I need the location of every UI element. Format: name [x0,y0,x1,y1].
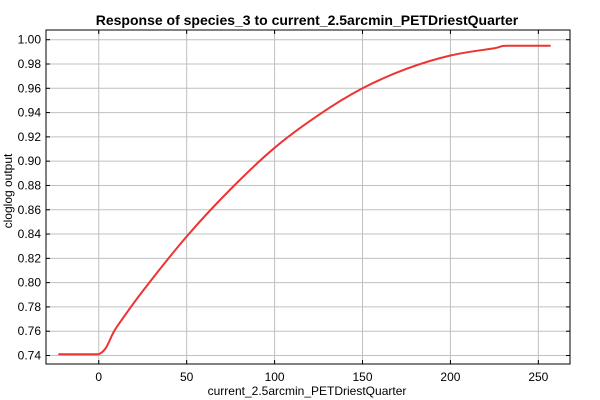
y-axis-label: cloglog output [1,153,15,228]
x-tick-label: 50 [180,370,194,384]
y-tick-label: 0.84 [18,227,42,241]
axis-ticks: 0 50 100 150 200 250 0.74 0.76 0.78 0.80 0.82 0.84 0… [18,30,570,384]
y-tick-label: 0.86 [18,203,42,217]
response-curve [58,44,551,356]
x-axis-label: current_2.5arcmin_PETDriestQuarter [208,384,407,398]
x-tick-label: 250 [528,370,548,384]
y-tick-label: 0.90 [18,154,42,168]
y-tick-label: 0.94 [18,106,42,120]
y-tick-label: 0.98 [18,57,42,71]
y-tick-label: 0.92 [18,130,42,144]
y-tick-label: 0.88 [18,178,42,192]
x-tick-label: 0 [95,370,102,384]
y-tick-label: 0.96 [18,81,42,95]
y-tick-label: 0.82 [18,251,42,265]
x-tick-label: 200 [440,370,460,384]
y-tick-label: 0.74 [18,348,42,362]
curve-layer [58,44,551,356]
x-tick-label: 150 [352,370,372,384]
y-tick-label: 0.80 [18,276,42,290]
chart-title: Response of species_3 to current_2.5arcm… [96,12,519,28]
grid-lines [46,30,570,364]
y-tick-label: 1.00 [18,33,42,47]
y-tick-label: 0.78 [18,300,42,314]
x-tick-label: 100 [265,370,285,384]
y-tick-label: 0.76 [18,324,42,338]
plot-frame [45,29,571,365]
